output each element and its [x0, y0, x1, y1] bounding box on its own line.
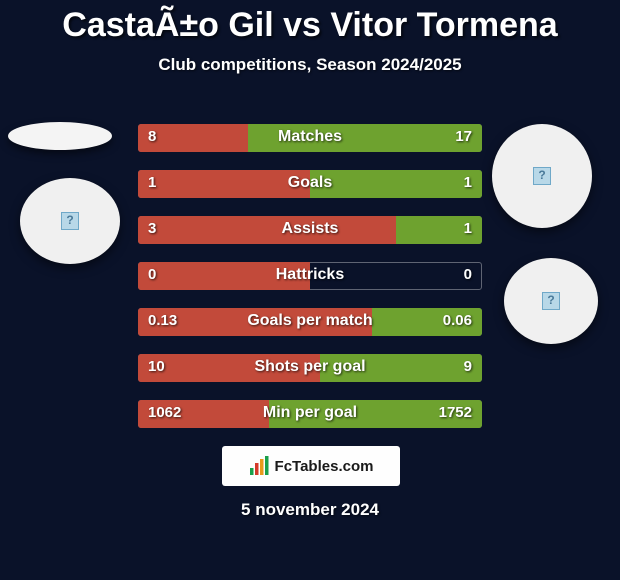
image-placeholder-icon	[61, 212, 79, 230]
player-badge-top-right	[492, 124, 592, 228]
comparison-bars: 817Matches 11Goals 31Assists 00Hattricks 0.1…	[138, 124, 482, 446]
stat-row: 0.130.06Goals per match	[138, 308, 482, 336]
stat-row: 31Assists	[138, 216, 482, 244]
stat-row: 00Hattricks	[138, 262, 482, 290]
image-placeholder-icon	[542, 292, 560, 310]
stat-row: 817Matches	[138, 124, 482, 152]
stat-label: Goals per match	[138, 312, 482, 330]
fctables-logo-icon	[249, 456, 271, 476]
stat-label: Min per goal	[138, 404, 482, 422]
stat-row: 109Shots per goal	[138, 354, 482, 382]
stat-label: Goals	[138, 174, 482, 192]
subtitle: Club competitions, Season 2024/2025	[0, 55, 620, 75]
stat-label: Shots per goal	[138, 358, 482, 376]
footer-site-badge: FcTables.com	[222, 446, 400, 486]
footer-site-text: FcTables.com	[275, 458, 374, 475]
image-placeholder-icon	[533, 167, 551, 185]
page-title: CastaÃ±o Gil vs Vitor Tormena	[0, 0, 620, 45]
decor-ellipse-top-left	[8, 122, 112, 150]
date-text: 5 november 2024	[0, 500, 620, 520]
player-badge-bottom-right	[504, 258, 598, 344]
stat-row: 10621752Min per goal	[138, 400, 482, 428]
player-badge-left	[20, 178, 120, 264]
stat-label: Assists	[138, 220, 482, 238]
stat-row: 11Goals	[138, 170, 482, 198]
stat-label: Matches	[138, 128, 482, 146]
stat-label: Hattricks	[138, 266, 482, 284]
